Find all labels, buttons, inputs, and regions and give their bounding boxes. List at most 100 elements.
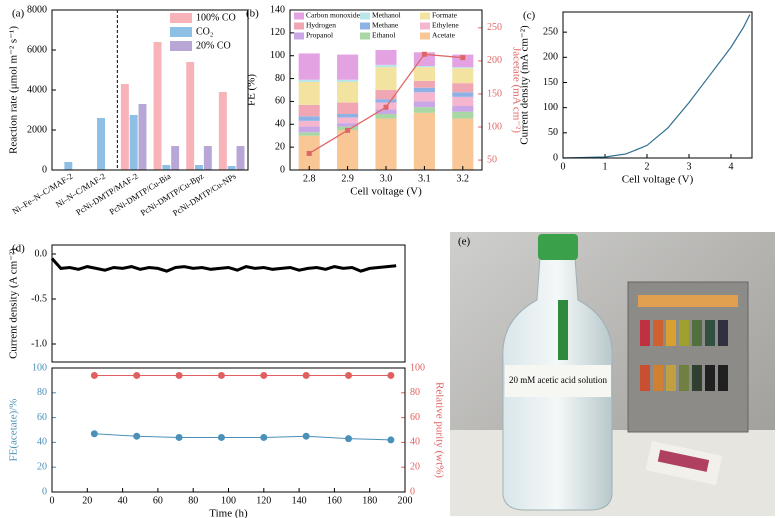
legend-label: CO₂: [196, 26, 213, 37]
legend-swatch: [170, 13, 192, 23]
y-tick-label: 100: [543, 102, 558, 113]
bar-segment: [413, 92, 435, 102]
bar-segment: [375, 109, 397, 114]
y-tick-label: 150: [543, 77, 558, 88]
y2-axis-label: Jacetate (mA cm⁻²): [510, 47, 522, 133]
y-axis-label: Reaction rate (μmol m⁻² s⁻¹): [8, 26, 20, 154]
y-tick-label: 100: [487, 121, 502, 132]
bar-segment: [452, 118, 474, 170]
bar-segment: [452, 111, 474, 119]
bar-segment: [413, 67, 435, 81]
y-tick-label: 120: [270, 27, 285, 38]
legend-swatch: [360, 22, 370, 30]
bar: [203, 146, 212, 170]
bar: [227, 166, 236, 170]
y-tick-label: 250: [487, 22, 502, 33]
plot-frame: [562, 11, 753, 159]
bar-segment: [413, 80, 435, 88]
y-tick-label: 6000: [27, 44, 47, 55]
y2-marker: [306, 150, 312, 156]
bar-segment: [375, 99, 397, 103]
y-tick-label: 150: [487, 88, 502, 99]
y-tick-label: 250: [543, 26, 558, 37]
panel-label: (e): [458, 236, 471, 248]
legend-swatch: [294, 12, 304, 20]
legend-swatch: [170, 27, 192, 37]
ph-strip: [558, 300, 568, 360]
y-tick-label: 2000: [27, 124, 47, 135]
bar: [138, 104, 147, 170]
bar-segment: [337, 114, 359, 118]
y-tick-label: 60: [275, 96, 285, 107]
bar: [162, 165, 171, 170]
marker: [387, 371, 395, 379]
bar: [186, 62, 195, 170]
x-tick-label: 0: [561, 161, 566, 172]
bar: [64, 162, 73, 170]
legend-swatch: [360, 32, 370, 40]
legend-label: Propanol: [306, 31, 333, 40]
x-tick-label: 200: [398, 495, 413, 506]
bar: [97, 118, 105, 170]
bar-segment: [298, 126, 320, 133]
x-tick-label: 120: [256, 495, 271, 506]
y-axis-label: Current density (A cm⁻²): [8, 248, 20, 359]
y-tick-label: 20: [275, 141, 285, 152]
legend-label: 20% CO: [196, 40, 231, 51]
legend-swatch: [170, 41, 192, 51]
ph-swatches: [640, 320, 728, 391]
y2-marker: [383, 104, 389, 110]
y2-marker: [460, 55, 466, 61]
y-tick-label: 60: [410, 412, 420, 423]
x-tick-label: 3.1: [418, 173, 431, 184]
legend-swatch: [420, 32, 430, 40]
bar-segment: [337, 82, 359, 103]
bar-segment: [452, 83, 474, 93]
y2-marker: [421, 51, 427, 57]
x-axis-label: Cell voltage (V): [622, 174, 694, 186]
bar-segment: [337, 102, 359, 114]
bar-segment: [375, 90, 397, 100]
y-tick-label: 40: [275, 119, 285, 130]
y-tick-label: 80: [410, 387, 420, 398]
panel-label: (b): [246, 8, 259, 20]
marker: [260, 433, 268, 441]
bar-segment: [452, 67, 474, 69]
bar-segment: [413, 87, 435, 93]
y-tick-label: 0: [410, 486, 415, 497]
bar: [236, 146, 245, 170]
y-tick-label: 20: [410, 461, 420, 472]
photo-panel: 20 mM acetic acid solution (e): [450, 232, 775, 516]
y2-axis-label: Relative purity (wt%): [433, 382, 445, 478]
panel-label: (d): [12, 243, 25, 255]
bar-segment: [337, 130, 359, 170]
bottle-label-text: 20 mM acetic acid solution: [509, 375, 607, 385]
y-tick-label: -1.0: [31, 338, 47, 349]
y-axis-label: Current density (mA cm⁻²): [519, 25, 531, 145]
marker: [90, 430, 98, 438]
legend-label: Ethanol: [372, 31, 395, 40]
legend-label: Acetate: [432, 31, 456, 40]
marker: [345, 371, 353, 379]
y-tick-label: 200: [543, 52, 558, 63]
bar-segment: [298, 82, 320, 105]
bar: [171, 146, 180, 170]
bar: [218, 92, 227, 170]
ph-chart-strip: [638, 295, 738, 307]
bar-segment: [375, 114, 397, 119]
y-tick-label: 0: [553, 152, 558, 163]
marker: [345, 435, 353, 443]
data-line: [50, 257, 397, 273]
bar-segment: [375, 67, 397, 90]
bar-segment: [452, 92, 474, 97]
y-tick-label: 100: [32, 362, 47, 373]
y-tick-label: 40: [410, 437, 420, 448]
y-tick-label: -0.5: [31, 293, 47, 304]
bar-segment: [452, 106, 474, 112]
y-tick-label: 80: [37, 387, 47, 398]
legend-swatch: [360, 12, 370, 20]
x-tick-label: 60: [153, 495, 163, 506]
x-tick-label: 4: [729, 161, 734, 172]
bar-segment: [375, 50, 397, 65]
y-tick-label: 200: [487, 55, 502, 66]
